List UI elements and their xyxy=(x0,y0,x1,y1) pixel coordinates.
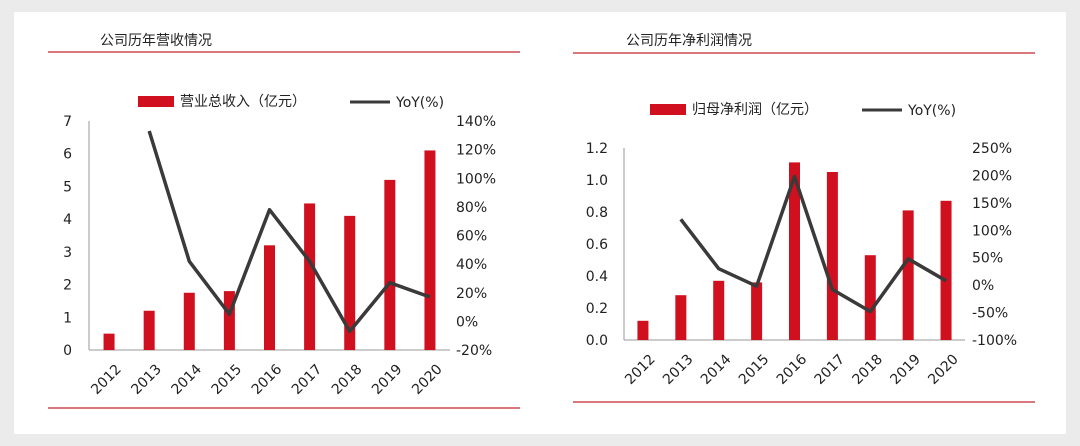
chart2-legend-bar-label: 归母净利润（亿元） xyxy=(692,101,818,118)
chart1-category-label: 2020 xyxy=(409,361,446,398)
chart2-bar xyxy=(751,282,763,340)
chart1-left-tick-label: 0 xyxy=(63,343,72,359)
chart2-left-tick-label: 0.2 xyxy=(586,301,608,317)
chart2-bar xyxy=(675,295,687,340)
chart2-right-tick-label: 150% xyxy=(972,196,1012,212)
chart1-bar xyxy=(384,179,396,350)
chart1-right-tick-label: 60% xyxy=(456,229,487,245)
chart2-left-tick-label: 0.0 xyxy=(586,333,608,349)
chart2-right-tick-label: -100% xyxy=(972,333,1017,349)
chart2-bar xyxy=(826,172,838,340)
chart1-category-label: 2018 xyxy=(329,361,366,398)
chart2-bar xyxy=(789,162,800,340)
chart1-bar xyxy=(183,292,195,350)
chart2-title: 公司历年净利润情况 xyxy=(626,33,752,49)
chart1-left-tick-label: 4 xyxy=(63,212,72,228)
chart2-category-label: 2019 xyxy=(887,351,924,388)
chart1-category-label: 2017 xyxy=(289,361,326,398)
chart1-bar xyxy=(143,310,155,350)
chart1-yoy-line xyxy=(147,130,431,334)
chart2-right-tick-label: -50% xyxy=(972,306,1008,322)
chart1-left-tick-label: 7 xyxy=(63,114,72,130)
chart1-bar xyxy=(344,215,356,350)
chart2-left-tick-label: 0.6 xyxy=(586,237,608,253)
chart2-category-label: 2015 xyxy=(736,351,773,388)
chart1-left-tick-label: 5 xyxy=(63,179,72,195)
chart1-category-label: 2019 xyxy=(369,361,406,398)
chart1-right-tick-label: -20% xyxy=(456,343,492,359)
chart2-category-label: 2012 xyxy=(622,351,659,388)
chart2-category-label: 2020 xyxy=(925,351,962,388)
chart2-right-tick-label: 100% xyxy=(972,223,1012,239)
chart1-right-tick-label: 120% xyxy=(456,143,496,159)
chart2-category-label: 2014 xyxy=(698,351,735,388)
chart2-left-tick-label: 1.2 xyxy=(586,141,608,157)
chart2-category-label: 2013 xyxy=(660,351,697,388)
chart1-right-tick-label: 20% xyxy=(456,286,487,302)
chart1-right-tick-label: 140% xyxy=(456,114,496,130)
chart1-category-label: 2014 xyxy=(169,361,206,398)
chart1-right-tick-label: 40% xyxy=(456,257,487,273)
chart1-left-tick-label: 6 xyxy=(63,147,72,163)
chart2-bar xyxy=(902,210,914,340)
chart1-right-tick-label: 100% xyxy=(456,171,496,187)
chart2-left-tick-label: 1.0 xyxy=(586,173,608,189)
chart1-category-label: 2013 xyxy=(128,361,165,398)
chart1-bar xyxy=(264,245,275,350)
chart1-category-label: 2012 xyxy=(88,361,125,398)
chart2-bar xyxy=(864,255,876,340)
chart2-left-tick-label: 0.4 xyxy=(586,269,608,285)
chart2-left-tick-label: 0.8 xyxy=(586,205,608,221)
chart2-right-tick-label: 50% xyxy=(972,251,1003,267)
chart2-right-tick-label: 200% xyxy=(972,168,1012,184)
chart1-right-tick-label: 80% xyxy=(456,200,487,216)
chart1-bar xyxy=(424,150,436,350)
chart1-legend-bar-swatch xyxy=(138,96,174,107)
chart1-category-label: 2016 xyxy=(249,361,286,398)
chart2-bar xyxy=(637,320,649,340)
chart1-left-tick-label: 3 xyxy=(63,245,72,261)
chart1-title: 公司历年营收情况 xyxy=(100,33,212,49)
chart2-bar xyxy=(713,280,725,340)
chart1-right-tick-label: 0% xyxy=(456,314,478,330)
chart1-left-tick-label: 2 xyxy=(63,278,72,294)
chart2-category-label: 2018 xyxy=(850,351,887,388)
chart2-category-label: 2016 xyxy=(774,351,811,388)
image-frame xyxy=(14,12,1066,434)
chart2-right-tick-label: 250% xyxy=(972,141,1012,157)
chart1-bar xyxy=(103,333,115,350)
chart1-bar xyxy=(223,291,235,350)
chart2-right-tick-label: 0% xyxy=(972,278,994,294)
chart2-legend-bar-swatch xyxy=(650,104,686,115)
chart2-category-label: 2017 xyxy=(812,351,849,388)
chart1-category-label: 2015 xyxy=(209,361,246,398)
chart1-bar xyxy=(304,203,316,350)
chart2-legend-line-label: YoY(%) xyxy=(907,103,956,119)
chart1-left-tick-label: 1 xyxy=(63,310,72,326)
chart2-yoy-line xyxy=(679,174,947,314)
chart1-legend-line-label: YoY(%) xyxy=(395,95,444,111)
chart1-legend-bar-label: 营业总收入（亿元） xyxy=(180,94,306,110)
chart2-bar xyxy=(940,200,952,340)
